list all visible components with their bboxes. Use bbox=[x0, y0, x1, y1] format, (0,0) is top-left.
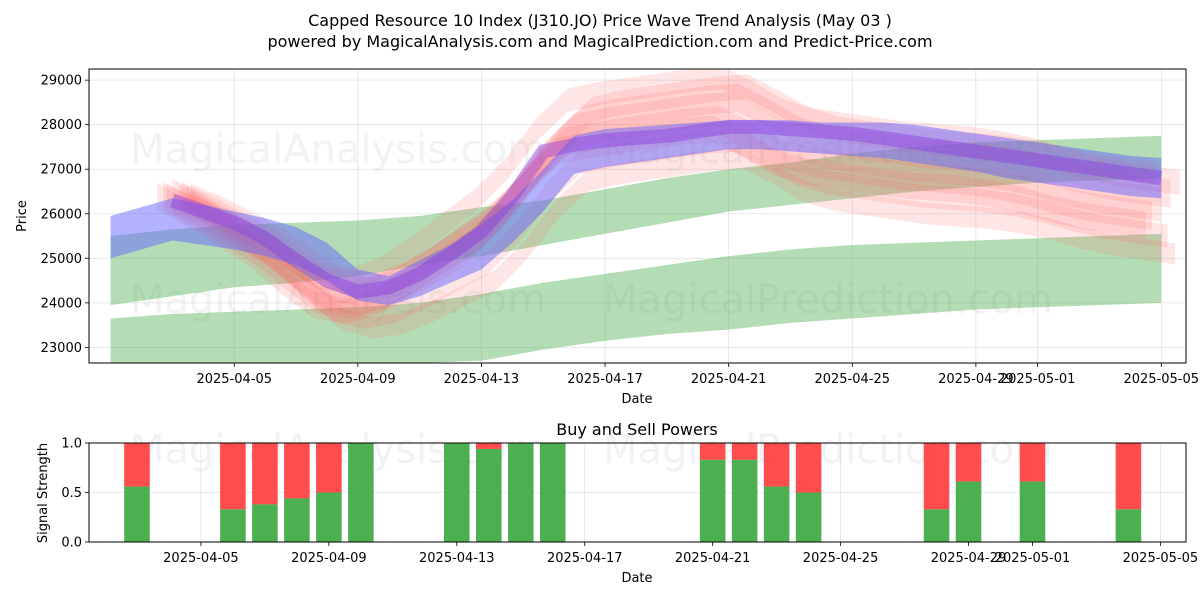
buy-bar-7 bbox=[475, 448, 502, 542]
price-x-axis-label: Date bbox=[621, 392, 652, 407]
price-y-ticks: 23000 24000 25000 26000 27000 28000 29000 bbox=[41, 74, 89, 356]
price-y-tick-label-5: 28000 bbox=[41, 118, 82, 133]
price-x-tick-label-6: 2025-04-29 bbox=[938, 372, 1014, 387]
signal-x-tick-label-5: 2025-04-25 bbox=[803, 551, 879, 566]
sell-bar-13 bbox=[795, 443, 822, 493]
price-x-tick-label-7: 2025-05-01 bbox=[1000, 372, 1076, 387]
price-plot-clipped bbox=[110, 69, 1180, 363]
signal-x-ticks: 2025-04-05 2025-04-09 2025-04-13 2025-04-17… bbox=[163, 542, 1198, 566]
price-y-tick-label-3: 26000 bbox=[41, 207, 82, 222]
buy-bar-13 bbox=[795, 492, 822, 542]
signal-x-tick-label-3: 2025-04-17 bbox=[547, 551, 623, 566]
signal-y-tick-label-2: 1.0 bbox=[61, 437, 82, 452]
buy-bar-11 bbox=[731, 459, 758, 542]
price-x-tick-label-2: 2025-04-13 bbox=[444, 372, 520, 387]
buy-bar-15 bbox=[955, 481, 982, 542]
green-band-0 bbox=[110, 135, 1162, 306]
buy-bar-17 bbox=[1115, 509, 1142, 542]
signal-x-tick-label-1: 2025-04-09 bbox=[291, 551, 367, 566]
signal-x-tick-label-7: 2025-05-01 bbox=[995, 551, 1071, 566]
sell-bar-17 bbox=[1115, 443, 1142, 510]
signal-y-tick-label-0: 0.0 bbox=[61, 536, 82, 551]
sell-bar-12 bbox=[763, 443, 790, 487]
buy-bar-2 bbox=[252, 504, 278, 542]
chart-title-line-2: powered by MagicalAnalysis.com and Magic… bbox=[267, 32, 932, 51]
sell-bar-10 bbox=[699, 443, 726, 460]
sell-bar-16 bbox=[1019, 443, 1046, 482]
price-chart-panel: MagicalAnalysis.com MagicalPrediction.co… bbox=[15, 68, 1199, 407]
signal-x-axis-label: Date bbox=[621, 571, 652, 586]
sell-bar-11 bbox=[731, 443, 758, 460]
price-x-tick-label-3: 2025-04-17 bbox=[567, 372, 643, 387]
signal-x-tick-label-2: 2025-04-13 bbox=[419, 551, 495, 566]
price-x-tick-label-8: 2025-05-05 bbox=[1123, 372, 1199, 387]
blue-band-0 bbox=[110, 120, 1162, 306]
price-axes-frame bbox=[88, 68, 1187, 364]
sell-bar-4 bbox=[316, 443, 342, 493]
buy-bar-14 bbox=[923, 509, 950, 542]
signal-chart-title: Buy and Sell Powers bbox=[556, 420, 718, 439]
sell-bar-7 bbox=[475, 443, 502, 449]
sell-bar-2 bbox=[252, 443, 278, 505]
watermark-magical-prediction-lower: MagicalPrediction.com bbox=[603, 277, 1053, 323]
signal-chart-panel: Buy and Sell Powers MagicalAnalysis.com … bbox=[36, 420, 1198, 586]
sell-bar-0 bbox=[124, 443, 150, 487]
buy-bar-10 bbox=[699, 459, 726, 542]
signal-x-tick-label-8: 2025-05-05 bbox=[1123, 551, 1199, 566]
price-y-tick-label-6: 29000 bbox=[41, 74, 82, 89]
sell-bar-15 bbox=[955, 443, 982, 482]
buy-bar-3 bbox=[284, 498, 310, 542]
watermark-magical-prediction-bottom: MagicalPrediction.com bbox=[603, 427, 1053, 473]
price-x-tick-label-1: 2025-04-09 bbox=[320, 372, 396, 387]
price-x-tick-label-5: 2025-04-25 bbox=[814, 372, 890, 387]
chart-title-line-1: Capped Resource 10 Index (J310.JO) Price… bbox=[308, 11, 892, 30]
buy-bar-4 bbox=[316, 492, 342, 542]
signal-x-tick-label-0: 2025-04-05 bbox=[163, 551, 239, 566]
price-x-tick-label-0: 2025-04-05 bbox=[196, 372, 272, 387]
signal-y-ticks: 0.0 0.5 1.0 bbox=[61, 437, 89, 551]
red-wave-band-1 bbox=[181, 83, 1171, 306]
price-y-tick-label-0: 23000 bbox=[41, 341, 82, 356]
price-y-tick-label-2: 25000 bbox=[41, 252, 82, 267]
signal-x-tick-label-6: 2025-04-29 bbox=[931, 551, 1007, 566]
buy-bar-6 bbox=[444, 443, 470, 542]
purple-wave-line bbox=[170, 119, 1163, 299]
price-x-ticks: 2025-04-05 2025-04-09 2025-04-13 2025-04-17… bbox=[196, 363, 1199, 387]
signal-y-axis-label: Signal Strength bbox=[36, 443, 51, 543]
buy-bar-9 bbox=[539, 443, 566, 542]
buy-bar-8 bbox=[507, 443, 534, 542]
buy-bar-5 bbox=[348, 443, 374, 542]
sell-bar-1 bbox=[220, 443, 246, 510]
sell-bar-14 bbox=[923, 443, 950, 510]
signal-x-tick-label-4: 2025-04-21 bbox=[675, 551, 751, 566]
price-y-axis-label: Price bbox=[15, 200, 30, 232]
sell-bar-3 bbox=[284, 443, 310, 499]
green-band-1 bbox=[110, 233, 1162, 363]
price-y-tick-label-1: 24000 bbox=[41, 296, 82, 311]
price-plot-area bbox=[110, 69, 1180, 363]
buy-bar-0 bbox=[124, 486, 150, 542]
buy-bar-1 bbox=[220, 509, 246, 542]
signal-bars bbox=[124, 443, 1142, 542]
buy-bar-12 bbox=[763, 486, 790, 542]
watermark-magical-analysis-upper: MagicalAnalysis.com bbox=[130, 127, 546, 173]
price-y-tick-label-4: 27000 bbox=[41, 163, 82, 178]
price-x-tick-label-4: 2025-04-21 bbox=[691, 372, 767, 387]
signal-y-tick-label-1: 0.5 bbox=[61, 486, 82, 501]
buy-bar-16 bbox=[1019, 481, 1046, 542]
